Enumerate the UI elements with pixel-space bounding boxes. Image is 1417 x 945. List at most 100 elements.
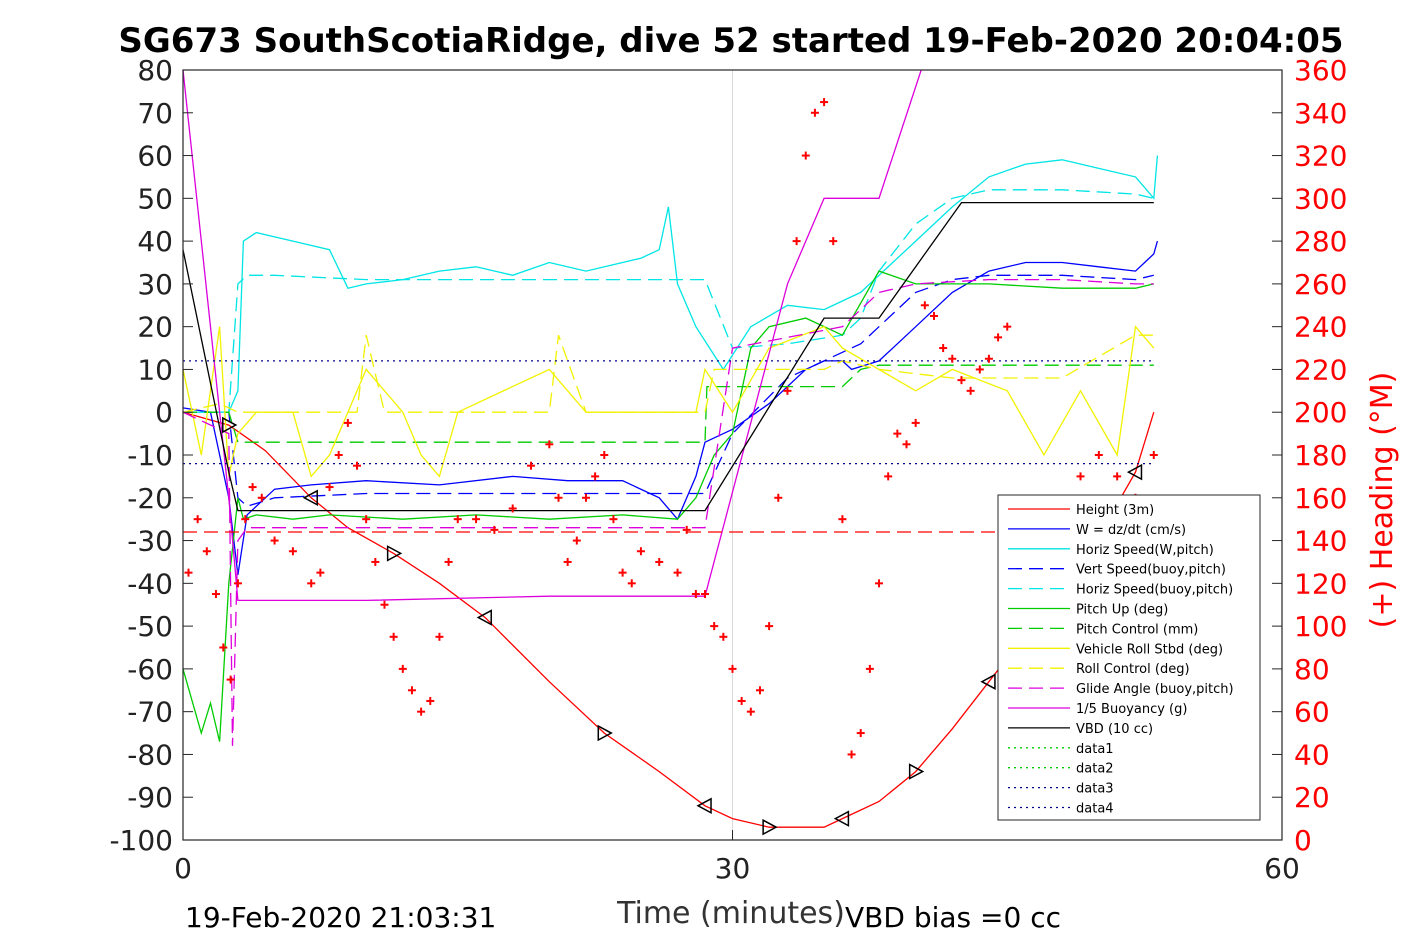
series-line-5 <box>182 270 1154 742</box>
heading-point <box>701 590 710 599</box>
heading-point <box>257 493 266 502</box>
heading-point <box>334 451 343 459</box>
heading-point <box>636 547 645 556</box>
left-tick-label: -30 <box>127 525 173 558</box>
heading-point <box>609 515 618 524</box>
heading-point <box>902 440 911 449</box>
heading-point <box>527 461 536 470</box>
left-tick-label: -20 <box>127 482 173 515</box>
footer-vbd-bias: VBD bias =0 cc <box>845 901 1061 934</box>
x-axis-label: Time (minutes) <box>616 896 845 931</box>
left-tick-label: -90 <box>127 781 173 814</box>
heading-point <box>426 696 435 705</box>
heading-point <box>490 525 499 534</box>
legend-label: Pitch Control (mm) <box>1076 622 1198 637</box>
heading-point <box>316 568 325 577</box>
left-tick-label: 20 <box>137 311 173 344</box>
height-marker <box>762 818 778 836</box>
heading-point <box>984 354 993 363</box>
right-tick-label: 180 <box>1294 439 1347 472</box>
heading-point <box>193 515 202 524</box>
heading-point <box>884 472 893 481</box>
left-tick-label: -80 <box>127 738 173 771</box>
footer-end-time: 19-Feb-2020 21:03:31 <box>185 901 496 934</box>
left-tick-label: 10 <box>137 353 173 386</box>
heading-point <box>820 98 829 107</box>
heading-point <box>389 632 398 641</box>
heading-point <box>673 568 682 577</box>
left-tick-label: -70 <box>127 696 173 729</box>
legend-label: Horiz Speed(buoy,pitch) <box>1076 583 1233 598</box>
heading-point <box>994 333 1003 342</box>
heading-point <box>219 643 228 652</box>
heading-point <box>957 376 966 385</box>
heading-point <box>241 515 250 524</box>
marker-layer <box>222 416 1143 836</box>
right-tick-label: 200 <box>1294 396 1347 429</box>
heading-point <box>774 493 783 502</box>
height-marker <box>833 810 850 827</box>
right-tick-label: 240 <box>1294 311 1347 344</box>
legend: Height (3m) W = dz/dt (cm/s) Horiz Speed(W… <box>997 494 1261 821</box>
height-marker <box>696 797 712 815</box>
height-marker <box>597 724 613 742</box>
heading-point <box>1113 472 1122 481</box>
right-tick-label: 120 <box>1294 567 1347 600</box>
heading-point <box>838 515 847 524</box>
heading-point <box>545 440 554 449</box>
legend-label: data2 <box>1076 762 1114 777</box>
height-marker <box>980 673 996 690</box>
left-tick-label: -10 <box>127 439 173 472</box>
right-tick-label: 360 <box>1294 54 1347 87</box>
right-tick-label: 80 <box>1294 653 1330 686</box>
legend-label: Height (3m) <box>1076 503 1154 518</box>
legend-label: Roll Control (deg) <box>1076 662 1190 677</box>
heading-point <box>618 568 627 577</box>
heading-point <box>710 622 719 631</box>
height-marker <box>1126 463 1143 481</box>
heading-point <box>682 525 691 534</box>
heading-point <box>746 707 755 716</box>
heading-point <box>865 664 874 673</box>
left-tick-label: -60 <box>127 653 173 686</box>
heading-point <box>453 515 462 524</box>
left-tick-label: 40 <box>137 225 173 258</box>
legend-label: data1 <box>1076 742 1114 757</box>
heading-point <box>211 590 220 599</box>
right-tick-label: 260 <box>1294 268 1347 301</box>
heading-point <box>307 579 316 588</box>
legend-label: Vehicle Roll Stbd (deg) <box>1076 642 1223 657</box>
heading-point <box>444 557 453 566</box>
right-tick-label: 160 <box>1294 482 1347 515</box>
heading-point <box>233 579 242 588</box>
series-line-6 <box>183 364 1154 443</box>
left-tick-label: -100 <box>109 824 173 857</box>
heading-point <box>801 151 810 160</box>
heading-point <box>929 311 938 320</box>
heading-point <box>184 568 193 577</box>
legend-label: VBD (10 cc) <box>1076 722 1153 737</box>
heading-point <box>1003 322 1012 331</box>
height-marker <box>908 763 925 780</box>
heading-point <box>966 386 975 395</box>
legend-label: data4 <box>1076 802 1114 817</box>
left-tick-label: 60 <box>137 140 173 173</box>
x-tick-label: 60 <box>1264 852 1300 885</box>
height-marker <box>222 416 238 434</box>
height-marker <box>302 489 318 507</box>
heading-point <box>1149 451 1158 459</box>
legend-label: Vert Speed(buoy,pitch) <box>1076 563 1226 578</box>
heading-point <box>893 429 902 438</box>
legend-label: 1/5 Buoyancy (g) <box>1076 702 1187 717</box>
right-tick-label: 320 <box>1294 140 1347 173</box>
heading-point <box>248 483 257 492</box>
heading-point <box>472 515 481 524</box>
heading-point <box>362 515 371 524</box>
height-marker <box>386 545 403 562</box>
heading-point <box>810 108 819 117</box>
heading-point <box>691 590 700 599</box>
right-tick-label: 40 <box>1294 738 1330 771</box>
heading-point <box>508 504 517 513</box>
legend-label: Glide Angle (buoy,pitch) <box>1076 682 1234 697</box>
series-line-11 <box>182 201 1154 512</box>
